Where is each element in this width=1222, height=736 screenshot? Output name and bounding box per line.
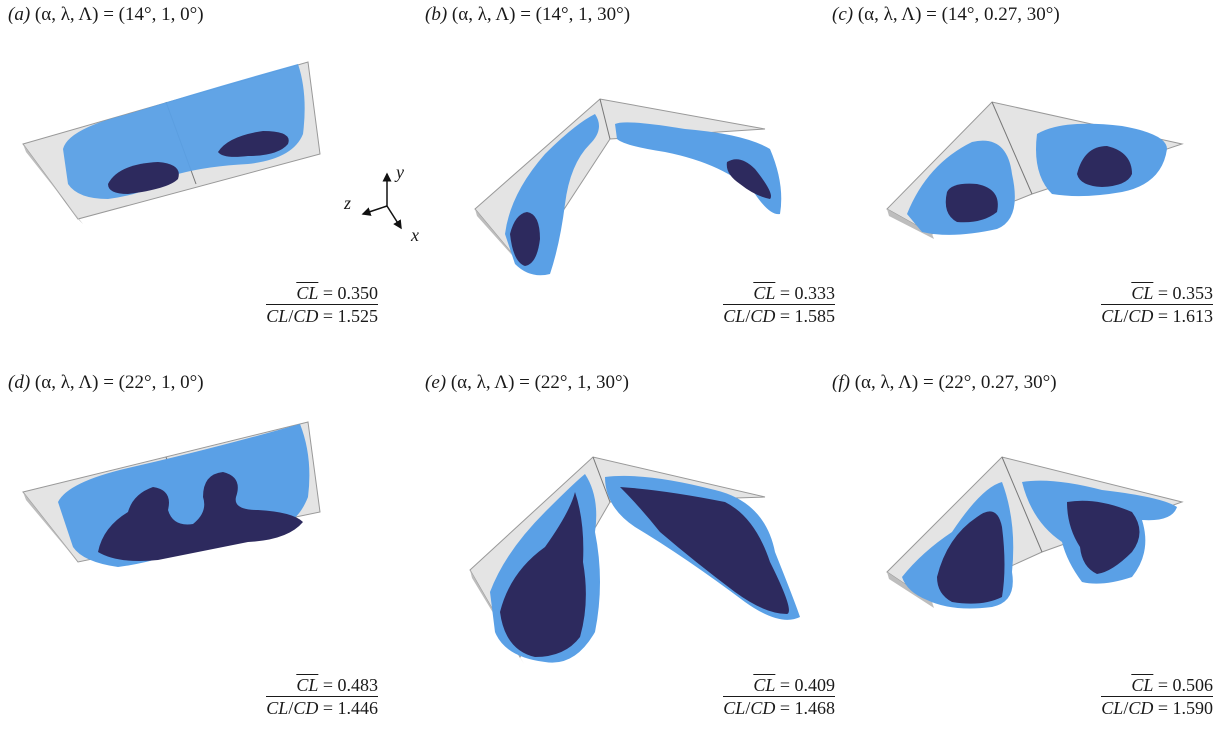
- wing-root-line: [991, 101, 1033, 195]
- axis-z-label: z: [344, 193, 352, 213]
- cl-value: = 0.333: [779, 283, 835, 303]
- separation-region-dark: [620, 487, 789, 614]
- coefficients: CL = 0.483 CL/CD = 1.446: [266, 675, 378, 718]
- ratio-value: = 1.446: [322, 698, 378, 718]
- wing-root-line: [1001, 456, 1043, 553]
- panel-label: (a) (α, λ, Λ) = (14°, 1, 0°): [8, 4, 204, 26]
- panel-params: (α, λ, Λ) = (14°, 1, 30°): [451, 4, 631, 25]
- panel-letter: (a): [8, 4, 31, 25]
- ratio-num-symbol: CL: [723, 306, 746, 326]
- ratio-den-symbol: CD: [750, 698, 776, 718]
- cl-value: = 0.409: [779, 675, 835, 695]
- separation-region-dark: [726, 159, 771, 199]
- panel-letter: (f): [832, 372, 850, 393]
- cl-symbol: CL: [296, 283, 319, 303]
- ratio-value: = 1.468: [779, 698, 835, 718]
- ratio-den-symbol: CD: [750, 306, 776, 326]
- panel-c: (c) (α, λ, Λ) = (14°, 0.27, 30°) CL = 0.…: [832, 4, 1222, 354]
- wing-render: [886, 101, 1184, 239]
- panel-params: (α, λ, Λ) = (22°, 1, 0°): [34, 372, 204, 393]
- ratio-value: = 1.613: [1157, 306, 1213, 326]
- separation-region-light: [615, 122, 782, 215]
- ratio-value: = 1.525: [322, 306, 378, 326]
- panel-b: (b) (α, λ, Λ) = (14°, 1, 30°) CL = 0.333…: [425, 4, 835, 354]
- panel-label: (f) (α, λ, Λ) = (22°, 0.27, 30°): [832, 372, 1057, 394]
- ratio-num-symbol: CL: [1101, 306, 1124, 326]
- wing-render: [469, 456, 800, 664]
- ratio-num-symbol: CL: [266, 698, 289, 718]
- wing-render: [474, 98, 782, 276]
- cl-value: = 0.483: [322, 675, 378, 695]
- panel-d: (d) (α, λ, Λ) = (22°, 1, 0°) CL = 0.483 …: [8, 372, 398, 722]
- ratio-den-symbol: CD: [1128, 698, 1154, 718]
- separation-region-dark: [98, 472, 303, 561]
- panel-a: (a) (α, λ, Λ) = (14°, 1, 0°) CL = 0.350 …: [8, 4, 398, 354]
- cl-symbol: CL: [753, 283, 776, 303]
- coefficients: CL = 0.350 CL/CD = 1.525: [266, 283, 378, 326]
- axis-x-label: x: [411, 225, 419, 245]
- separation-region-dark: [1067, 500, 1140, 574]
- separation-region-dark: [510, 212, 540, 266]
- separation-region-dark: [218, 131, 289, 157]
- separation-region-dark: [1077, 146, 1132, 187]
- cl-value: = 0.353: [1157, 283, 1213, 303]
- cl-symbol: CL: [1131, 283, 1154, 303]
- wing-render: [22, 421, 321, 568]
- wing-render: [886, 456, 1184, 609]
- ratio-num-symbol: CL: [266, 306, 289, 326]
- panel-letter: (e): [425, 372, 447, 393]
- panel-params: (α, λ, Λ) = (14°, 0.27, 30°): [857, 4, 1060, 25]
- panel-label: (d) (α, λ, Λ) = (22°, 1, 0°): [8, 372, 204, 394]
- coefficients: CL = 0.333 CL/CD = 1.585: [723, 283, 835, 326]
- panel-label: (e) (α, λ, Λ) = (22°, 1, 30°): [425, 372, 629, 394]
- cl-value: = 0.350: [322, 283, 378, 303]
- panel-params: (α, λ, Λ) = (22°, 1, 30°): [450, 372, 629, 393]
- panel-letter: (c): [832, 4, 854, 25]
- cl-symbol: CL: [1131, 675, 1154, 695]
- axes-triad: [361, 172, 402, 230]
- panel-letter: (d): [8, 372, 31, 393]
- coefficients: CL = 0.506 CL/CD = 1.590: [1101, 675, 1213, 718]
- cl-symbol: CL: [753, 675, 776, 695]
- wing-root-line: [592, 456, 611, 503]
- separation-region-light: [63, 64, 305, 199]
- separation-region-dark: [108, 162, 179, 194]
- ratio-num-symbol: CL: [1101, 698, 1124, 718]
- separation-region-dark: [937, 511, 1005, 604]
- separation-region-dark: [945, 183, 998, 223]
- panel-params: (α, λ, Λ) = (14°, 1, 0°): [34, 4, 204, 25]
- panel-e: (e) (α, λ, Λ) = (22°, 1, 30°) CL = 0.409…: [425, 372, 835, 722]
- ratio-den-symbol: CD: [293, 306, 319, 326]
- cl-symbol: CL: [296, 675, 319, 695]
- cl-value: = 0.506: [1157, 675, 1213, 695]
- ratio-value: = 1.590: [1157, 698, 1213, 718]
- wing-root-line: [599, 98, 611, 140]
- panel-f: (f) (α, λ, Λ) = (22°, 0.27, 30°) CL = 0.…: [832, 372, 1222, 722]
- wing-render: [22, 61, 321, 224]
- ratio-value: = 1.585: [779, 306, 835, 326]
- separation-region-dark: [500, 492, 586, 657]
- ratio-num-symbol: CL: [723, 698, 746, 718]
- axis-y-label: y: [396, 162, 404, 182]
- panel-label: (b) (α, λ, Λ) = (14°, 1, 30°): [425, 4, 630, 26]
- coefficients: CL = 0.353 CL/CD = 1.613: [1101, 283, 1213, 326]
- ratio-den-symbol: CD: [1128, 306, 1154, 326]
- panel-letter: (b): [425, 4, 448, 25]
- panel-label: (c) (α, λ, Λ) = (14°, 0.27, 30°): [832, 4, 1060, 26]
- panel-params: (α, λ, Λ) = (22°, 0.27, 30°): [854, 372, 1057, 393]
- coefficients: CL = 0.409 CL/CD = 1.468: [723, 675, 835, 718]
- ratio-den-symbol: CD: [293, 698, 319, 718]
